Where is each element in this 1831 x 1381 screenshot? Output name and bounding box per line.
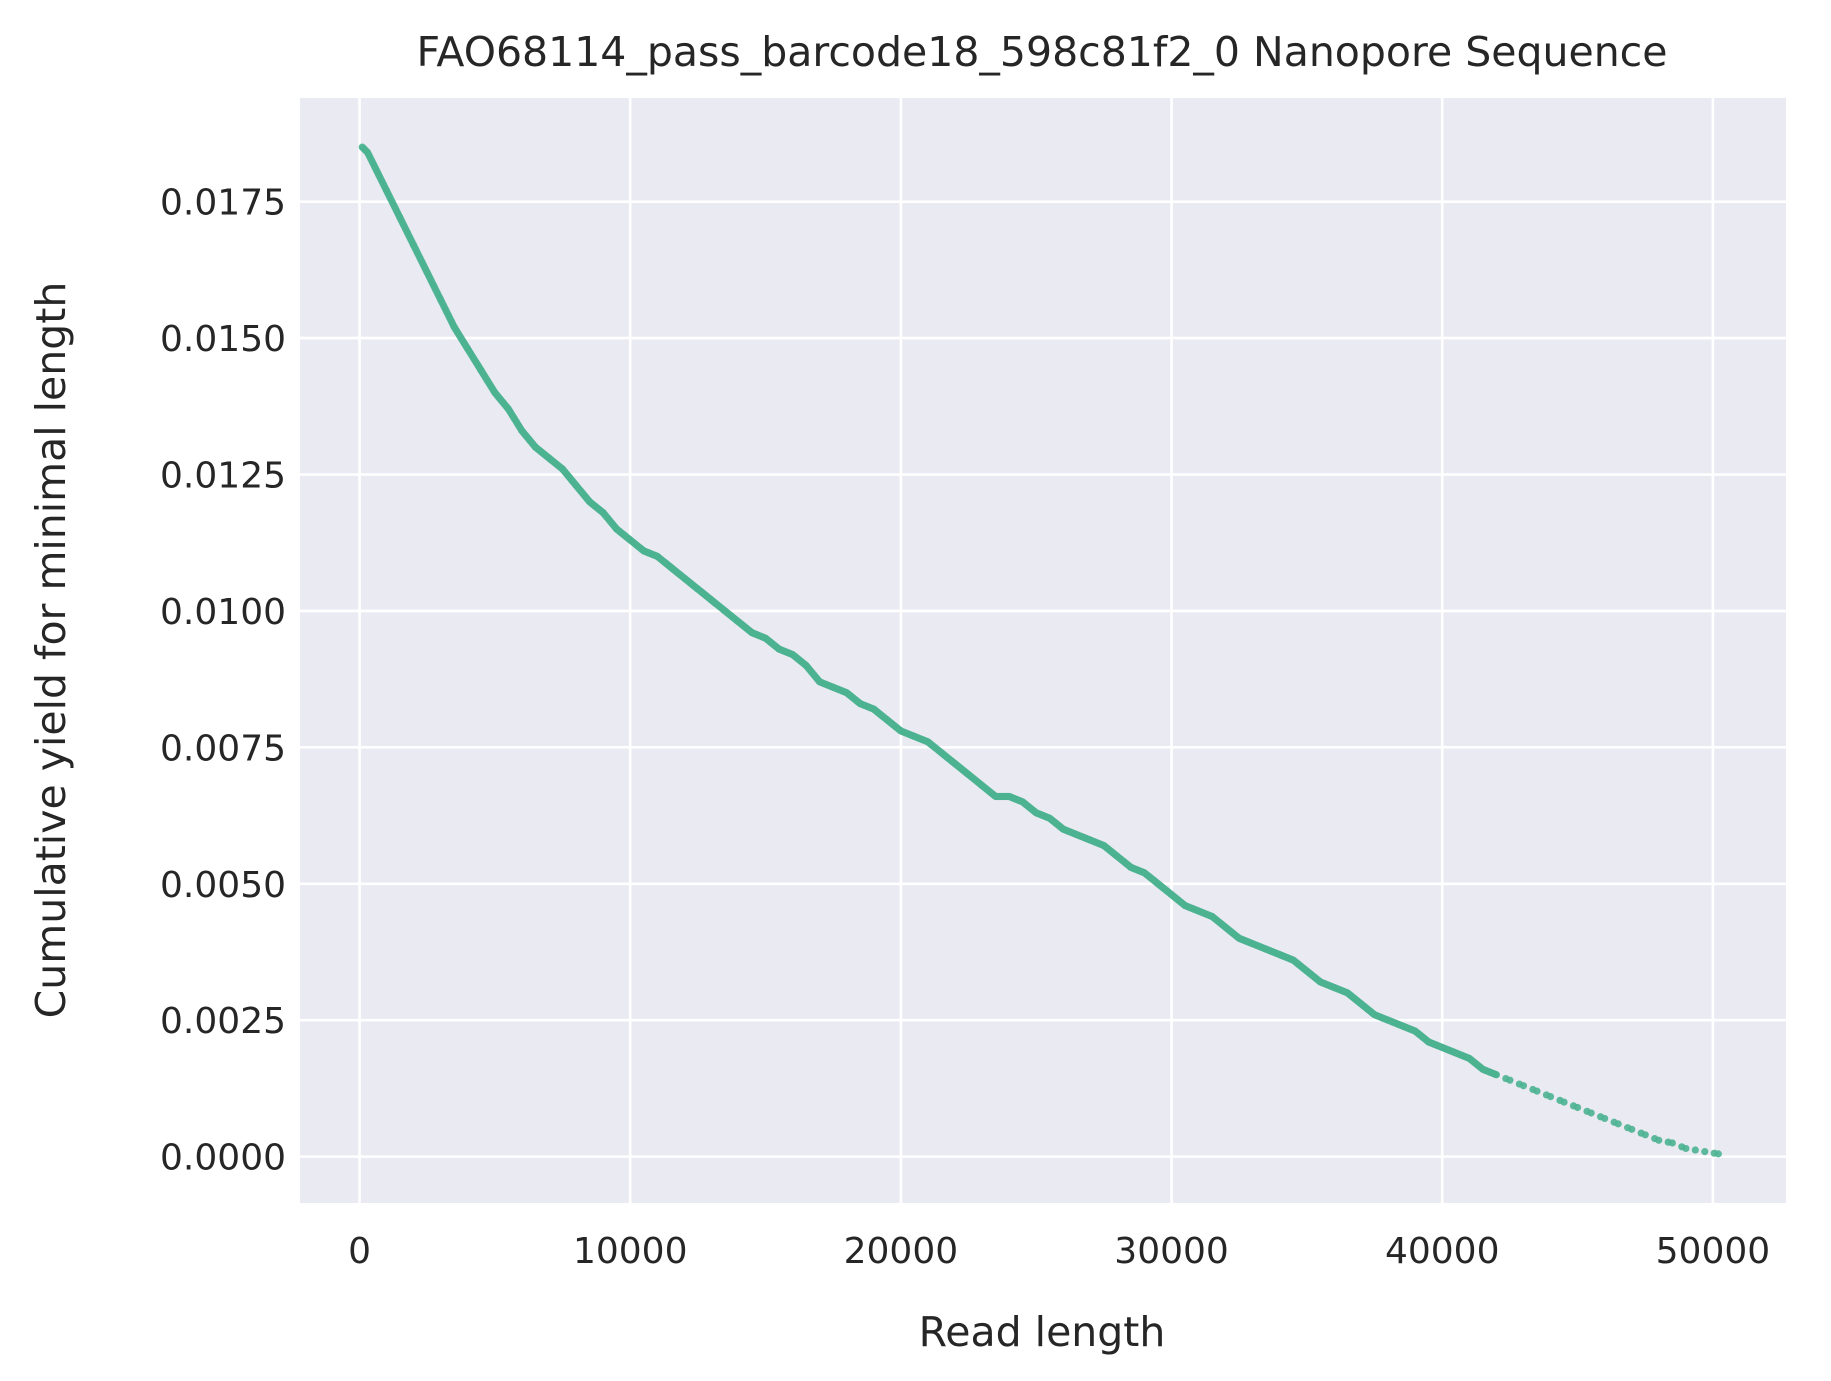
data-point xyxy=(1668,1139,1676,1147)
x-tick-label: 50000 xyxy=(1656,1231,1771,1272)
data-point xyxy=(1614,1120,1622,1128)
data-point xyxy=(1655,1136,1663,1144)
series-points xyxy=(358,143,1722,1158)
y-tick-label: 0.0000 xyxy=(160,1138,286,1179)
x-tick-label: 40000 xyxy=(1385,1231,1500,1272)
y-ticks: 0.0000 0.0025 0.0050 0.0075 0.0100 0.0125 0.01… xyxy=(160,183,286,1179)
data-point xyxy=(1682,1144,1690,1153)
y-tick-label: 0.0150 xyxy=(160,319,286,360)
data-point xyxy=(1560,1098,1568,1106)
data-point xyxy=(1641,1131,1649,1139)
y-tick-label: 0.0125 xyxy=(160,456,286,497)
y-tick-label: 0.0075 xyxy=(160,728,286,769)
x-ticks: 0 10000 20000 30000 40000 50000 xyxy=(348,1231,1770,1272)
chart-title: FAO68114_pass_barcode18_598c81f2_0 Nanop… xyxy=(417,28,1668,76)
data-point xyxy=(1573,1103,1582,1112)
x-axis-label: Read length xyxy=(919,1308,1166,1356)
y-tick-label: 0.0050 xyxy=(160,865,286,906)
x-tick-label: 30000 xyxy=(1114,1231,1229,1272)
x-tick-label: 20000 xyxy=(844,1231,959,1272)
data-point xyxy=(1506,1076,1514,1084)
plot-area xyxy=(300,98,1786,1203)
data-point xyxy=(1546,1092,1555,1101)
data-point xyxy=(1587,1109,1595,1117)
data-point xyxy=(1701,1148,1709,1156)
data-point xyxy=(1714,1150,1722,1158)
data-point xyxy=(1492,1071,1500,1079)
data-point xyxy=(1601,1114,1609,1123)
data-point xyxy=(1533,1087,1541,1095)
x-tick-label: 10000 xyxy=(573,1231,688,1272)
data-point xyxy=(1628,1125,1636,1133)
grid xyxy=(300,98,1786,1203)
data-point xyxy=(1691,1146,1699,1154)
y-tick-label: 0.0025 xyxy=(160,1001,286,1042)
y-tick-label: 0.0175 xyxy=(160,183,286,224)
data-point xyxy=(1519,1082,1528,1090)
x-tick-label: 0 xyxy=(348,1231,371,1272)
y-axis-label: Cumulative yield for minimal length xyxy=(27,282,75,1019)
y-tick-label: 0.0100 xyxy=(160,592,286,633)
